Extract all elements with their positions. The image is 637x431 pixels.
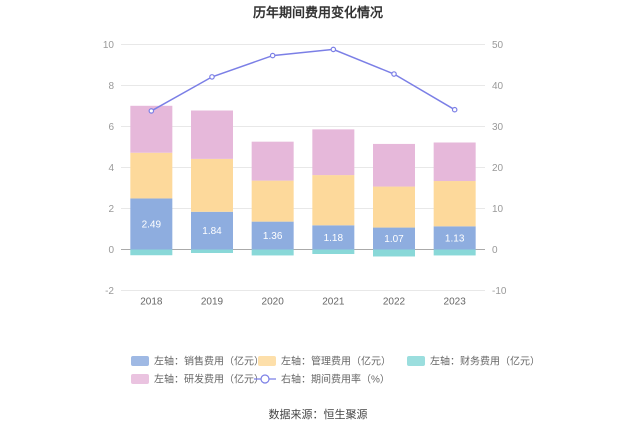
bar-labels: 2.49 1.84 1.36 1.18 1.07 1.13 — [142, 219, 465, 245]
bar-segment — [433, 142, 476, 182]
left-tick-label: 0 — [108, 245, 114, 256]
bar-data-label: 1.36 — [263, 231, 283, 242]
bar-segment — [191, 249, 233, 253]
left-tick-label: 10 — [103, 40, 115, 51]
legend: 左轴：销售费用（亿元） 左轴：管理费用（亿元） 左轴：财务费用（亿元） 左轴：研发费用… — [131, 355, 540, 386]
bar-segment — [373, 186, 415, 228]
left-tick-label: 4 — [108, 163, 114, 174]
legend-label: 右轴：期间费用率（%） — [281, 373, 390, 386]
bar-segment — [251, 221, 294, 250]
gridlines — [121, 44, 485, 291]
x-tick-label: 2022 — [383, 297, 406, 308]
right-tick-label: -10 — [492, 286, 507, 297]
rate-point — [330, 46, 337, 53]
rate-point — [451, 106, 458, 113]
bar-data-label: 1.18 — [324, 233, 344, 244]
right-axis: -10 0 10 20 30 40 50 — [492, 40, 507, 297]
bar-segment — [312, 249, 355, 255]
right-tick-label: 40 — [492, 81, 504, 92]
line-series — [148, 46, 458, 114]
right-tick-label: 10 — [492, 204, 504, 215]
x-axis: 2018 2019 2020 2021 2022 2023 — [140, 297, 466, 308]
legend-swatch — [131, 356, 149, 366]
right-tick-label: 0 — [492, 245, 498, 256]
legend-label: 左轴：管理费用（亿元） — [281, 355, 391, 368]
bar-segment — [130, 152, 173, 199]
bar-segment — [373, 227, 415, 250]
left-tick-label: 2 — [108, 204, 114, 215]
bar-segment — [312, 129, 355, 176]
bar-marks — [130, 105, 476, 257]
right-tick-label: 20 — [492, 163, 504, 174]
legend-label: 左轴：财务费用（亿元） — [430, 355, 540, 368]
bar-segment — [312, 175, 355, 226]
chart-title: 历年期间费用变化情况 — [253, 5, 383, 20]
legend-label: 左轴：研发费用（亿元） — [154, 373, 264, 386]
legend-swatch — [407, 356, 425, 366]
bar-segment — [191, 110, 233, 159]
bar-segment — [312, 225, 355, 250]
x-tick-label: 2020 — [262, 297, 285, 308]
left-tick-label: 6 — [108, 122, 114, 133]
bar-data-label: 2.49 — [142, 219, 162, 230]
x-tick-label: 2023 — [444, 297, 467, 308]
x-tick-label: 2018 — [140, 297, 163, 308]
bar-segment — [191, 211, 233, 250]
bar-segment — [433, 249, 476, 256]
legend-label: 左轴：销售费用（亿元） — [154, 355, 264, 368]
bar-segment — [130, 198, 173, 250]
rate-point — [209, 74, 215, 80]
rate-point — [148, 108, 155, 114]
x-tick-label: 2019 — [201, 297, 224, 308]
rate-point — [269, 52, 276, 59]
bar-segment — [130, 249, 173, 256]
legend-swatch — [131, 374, 149, 384]
left-tick-label: 8 — [108, 81, 114, 92]
bar-segment — [191, 158, 233, 212]
right-tick-label: 50 — [492, 40, 504, 51]
bar-data-label: 1.84 — [202, 226, 222, 237]
legend-swatch — [258, 356, 276, 366]
bar-segment — [251, 249, 294, 256]
bar-segment — [251, 141, 294, 181]
bar-segment — [433, 181, 476, 227]
legend-marker — [260, 374, 270, 384]
data-source: 数据来源：恒生聚源 — [269, 407, 368, 421]
right-tick-label: 30 — [492, 122, 504, 133]
bar-segment — [373, 143, 415, 187]
left-axis: -2 0 2 4 6 8 10 — [103, 40, 115, 297]
x-tick-label: 2021 — [322, 297, 345, 308]
bar-data-label: 1.13 — [445, 233, 465, 244]
bar-segment — [373, 249, 415, 257]
left-tick-label: -2 — [105, 286, 114, 297]
bar-segment — [433, 226, 476, 250]
rate-point — [391, 71, 397, 77]
bar-segment — [251, 180, 294, 222]
bar-data-label: 1.07 — [384, 234, 404, 245]
rate-line — [150, 48, 456, 112]
